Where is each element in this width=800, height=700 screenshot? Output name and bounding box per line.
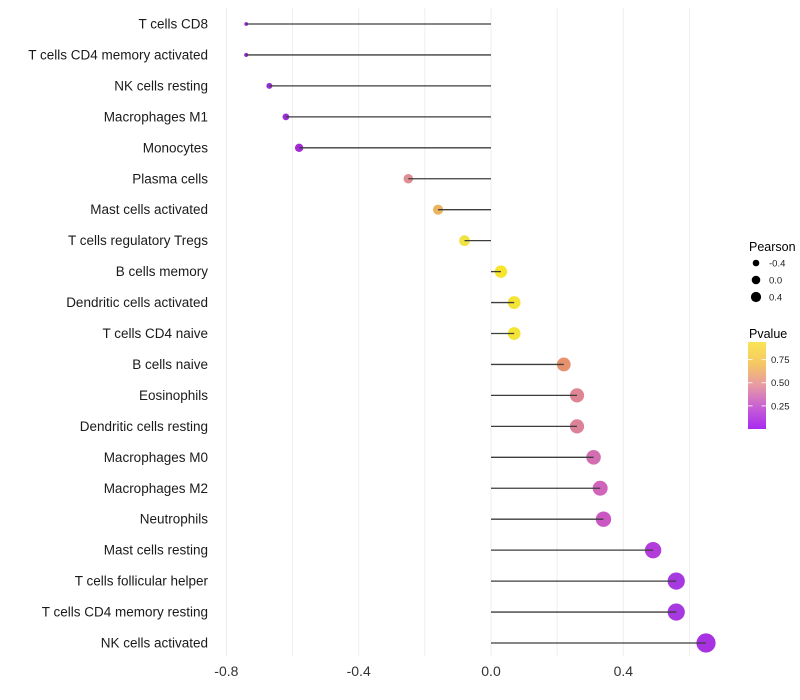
x-axis-tick-label: -0.8 — [214, 663, 238, 679]
y-axis-label: Macrophages M0 — [104, 450, 208, 465]
lollipop-dot — [667, 572, 685, 590]
lollipop-dot — [244, 52, 249, 58]
y-axis-label: NK cells resting — [114, 78, 208, 93]
y-axis-label: T cells CD4 memory activated — [28, 47, 208, 62]
colorbar-tick-label: 0.75 — [771, 355, 790, 366]
lollipop-dot — [569, 419, 585, 434]
y-axis-label: Monocytes — [143, 140, 209, 155]
y-axis-label: Mast cells resting — [104, 543, 208, 558]
x-axis-tick-label: -0.4 — [347, 663, 371, 679]
y-axis-label: Macrophages M2 — [104, 481, 208, 496]
y-axis-label: B cells memory — [116, 264, 209, 279]
y-axis-label: Dendritic cells activated — [66, 295, 208, 310]
y-axis-label: Neutrophils — [140, 512, 209, 527]
y-axis-label: T cells CD4 memory resting — [42, 605, 208, 620]
pvalue-colorbar — [748, 342, 766, 429]
legend-size-label: -0.4 — [769, 259, 785, 270]
lollipop-dot — [569, 388, 585, 403]
lollipop-dot — [667, 603, 685, 621]
x-axis-tick-label: 0.0 — [481, 663, 501, 679]
y-axis-label: Dendritic cells resting — [80, 419, 208, 434]
legend-title-pvalue: Pvalue — [749, 327, 787, 341]
y-axis-label: T cells CD8 — [138, 17, 208, 32]
y-axis-label: T cells follicular helper — [75, 574, 209, 589]
legend-size-label: 0.4 — [769, 293, 782, 304]
legend-size-dot — [751, 275, 761, 285]
legend-title-pearson: Pearson — [749, 240, 796, 254]
x-axis-tick-label: 0.4 — [614, 663, 634, 679]
y-axis-label: Mast cells activated — [90, 202, 208, 217]
y-axis-label: NK cells activated — [101, 636, 208, 651]
y-axis-label: T cells CD4 naive — [102, 326, 208, 341]
legend-size-label: 0.0 — [769, 276, 782, 287]
legend-size-dot — [750, 291, 762, 303]
y-axis-label: Macrophages M1 — [104, 109, 208, 124]
colorbar-tick-label: 0.50 — [771, 378, 790, 389]
y-axis-label: T cells regulatory Tregs — [68, 233, 208, 248]
legend-size-dot — [752, 259, 760, 267]
y-axis-label: Eosinophils — [139, 388, 208, 403]
y-axis-label: Plasma cells — [132, 171, 208, 186]
y-axis-label: B cells naive — [132, 357, 208, 372]
colorbar-tick-label: 0.25 — [771, 401, 790, 412]
